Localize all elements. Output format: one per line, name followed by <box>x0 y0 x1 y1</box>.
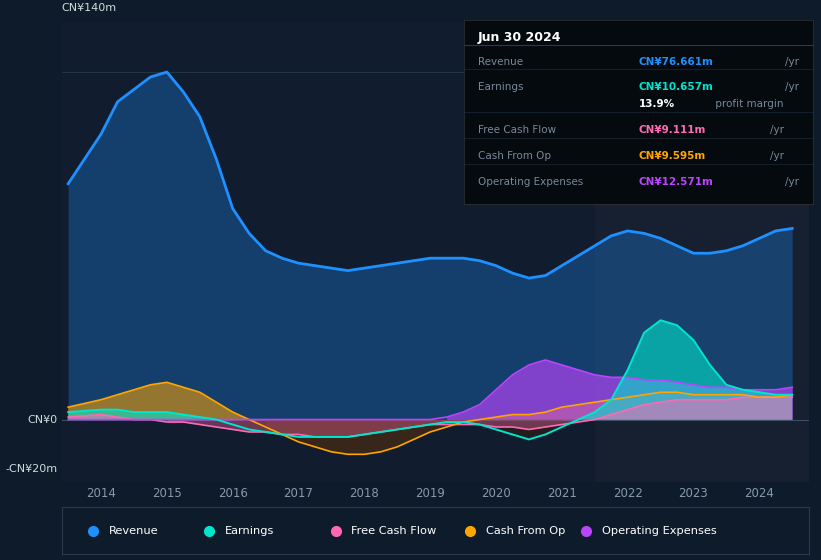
Text: Operating Expenses: Operating Expenses <box>602 526 717 535</box>
Text: CN¥76.661m: CN¥76.661m <box>639 57 713 67</box>
Text: /yr: /yr <box>785 57 799 67</box>
Text: Jun 30 2024: Jun 30 2024 <box>478 31 562 44</box>
Text: 13.9%: 13.9% <box>639 99 675 109</box>
Text: Free Cash Flow: Free Cash Flow <box>351 526 437 535</box>
Text: CN¥9.595m: CN¥9.595m <box>639 151 705 161</box>
Text: Operating Expenses: Operating Expenses <box>478 176 583 186</box>
Text: CN¥140m: CN¥140m <box>62 3 117 13</box>
Text: Revenue: Revenue <box>108 526 158 535</box>
Text: Earnings: Earnings <box>224 526 274 535</box>
Text: CN¥10.657m: CN¥10.657m <box>639 82 713 92</box>
Text: -CN¥20m: -CN¥20m <box>6 464 57 474</box>
Text: Earnings: Earnings <box>478 82 523 92</box>
Text: /yr: /yr <box>785 176 799 186</box>
Text: /yr: /yr <box>785 82 799 92</box>
Text: /yr: /yr <box>770 125 784 135</box>
Text: Revenue: Revenue <box>478 57 523 67</box>
Text: Cash From Op: Cash From Op <box>478 151 551 161</box>
Text: profit margin: profit margin <box>712 99 783 109</box>
Text: Cash From Op: Cash From Op <box>486 526 566 535</box>
Text: /yr: /yr <box>770 151 784 161</box>
Bar <box>594 22 809 482</box>
Text: CN¥0: CN¥0 <box>28 414 57 424</box>
Text: CN¥12.571m: CN¥12.571m <box>639 176 713 186</box>
Text: CN¥9.111m: CN¥9.111m <box>639 125 706 135</box>
Text: Free Cash Flow: Free Cash Flow <box>478 125 556 135</box>
